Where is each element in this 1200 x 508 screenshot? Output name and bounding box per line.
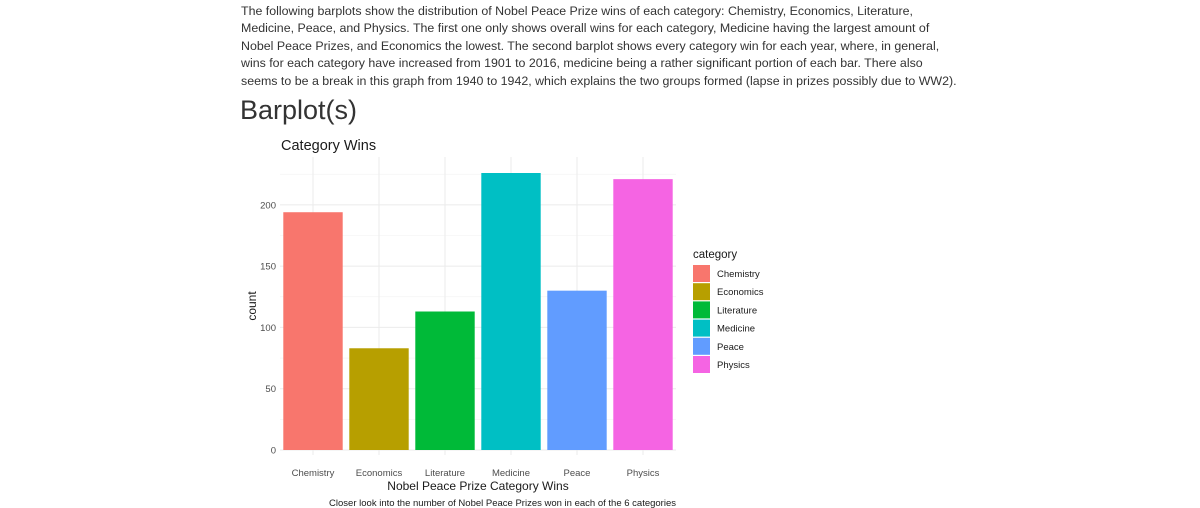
legend-key-economics xyxy=(693,283,710,301)
intro-paragraph: The following barplots show the distribu… xyxy=(241,4,957,88)
legend-key-medicine xyxy=(693,319,710,337)
bar-economics xyxy=(349,348,409,450)
legend-key-chemistry xyxy=(693,265,710,282)
y-tick-label: 200 xyxy=(260,200,276,211)
plot-ticks: 0 50 100 150 200 Chemistry Economics Literature… xyxy=(260,200,659,479)
x-tick-label: Medicine xyxy=(492,468,530,479)
y-tick-label: 150 xyxy=(260,262,276,273)
legend-key-physics xyxy=(693,356,710,373)
x-tick-label: Literature xyxy=(425,468,465,479)
legend-label: Physics xyxy=(717,360,750,371)
y-tick-label: 100 xyxy=(260,323,276,334)
legend-label: Chemistry xyxy=(717,269,760,280)
x-axis-title: Nobel Peace Prize Category Wins xyxy=(387,479,568,493)
plot-bars xyxy=(283,173,673,450)
x-tick-label: Peace xyxy=(564,468,591,479)
legend-label: Medicine xyxy=(717,324,755,335)
bar-peace xyxy=(547,290,607,450)
legend-title: category xyxy=(693,249,737,261)
bar-literature xyxy=(415,311,475,450)
chart-caption: Closer look into the number of Nobel Pea… xyxy=(329,498,676,508)
legend-label: Literature xyxy=(717,305,757,316)
legend-label: Economics xyxy=(717,287,764,298)
legend: category Chemistry Economics Literature Med… xyxy=(693,249,764,373)
bar-physics xyxy=(613,179,673,450)
x-tick-label: Economics xyxy=(356,468,403,479)
bar-chart-svg: Category Wins 0 50 100 150 200 Chemistry Econo… xyxy=(245,138,764,508)
x-tick-label: Chemistry xyxy=(292,468,335,479)
section-heading: Barplot(s) xyxy=(240,95,358,125)
y-tick-label: 0 xyxy=(271,446,276,457)
y-axis-title: count xyxy=(245,291,259,321)
legend-key-literature xyxy=(693,301,710,319)
x-tick-label: Physics xyxy=(627,468,660,479)
bar-chemistry xyxy=(283,212,343,450)
legend-key-peace xyxy=(693,337,710,355)
category-wins-chart: Category Wins 0 50 100 150 200 Chemistry Econo… xyxy=(240,132,780,508)
bar-medicine xyxy=(481,173,541,450)
chart-title: Category Wins xyxy=(281,138,376,154)
y-tick-label: 50 xyxy=(265,384,276,395)
legend-label: Peace xyxy=(717,342,744,353)
